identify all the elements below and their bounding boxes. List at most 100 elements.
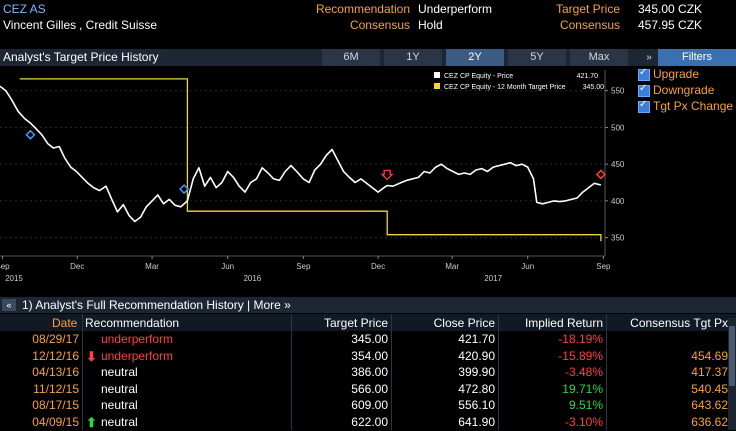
- upgrade-marker: [179, 184, 190, 195]
- row-date: 04/13/16: [32, 365, 79, 379]
- row-date: 04/09/15: [32, 414, 79, 429]
- tab-max[interactable]: Max: [570, 49, 628, 66]
- chart-markers: [25, 129, 606, 195]
- row-implied-return: -18.19%: [558, 332, 603, 346]
- tab-1y[interactable]: 1Y: [384, 49, 442, 66]
- x-year-label: 2016: [243, 274, 261, 283]
- table-scrollbar[interactable]: [728, 318, 736, 430]
- row-recommendation: neutral: [101, 365, 138, 379]
- x-tick-label: Jun: [521, 262, 534, 271]
- col-consensus-tgt[interactable]: Consensus Tgt Px: [630, 316, 728, 330]
- expand-chevron-icon[interactable]: »: [646, 52, 652, 63]
- row-close-price: 421.70: [458, 332, 495, 346]
- table-row[interactable]: 11/12/15 neutral 566.00 472.80 19.71% 540.45: [0, 381, 736, 398]
- row-recommendation: underperform: [101, 332, 174, 346]
- y-tick-label: 500: [611, 123, 625, 132]
- column-divider: [606, 314, 607, 430]
- col-target-price[interactable]: Target Price: [323, 316, 388, 330]
- target-price-value: 345.00 CZK: [638, 2, 703, 16]
- table-row[interactable]: 08/17/15 neutral 609.00 556.10 9.51% 643.62: [0, 397, 736, 414]
- arrow-down-icon: ⬇: [86, 348, 97, 364]
- row-target-price: 566.00: [351, 381, 388, 396]
- row-recommendation: underperform: [101, 348, 174, 363]
- x-tick-label: Sep: [296, 262, 311, 271]
- legend-last-target: 345.00: [583, 84, 605, 91]
- tab-6m[interactable]: 6M: [322, 49, 380, 66]
- row-date: 08/29/17: [32, 332, 79, 346]
- target-price-line: [19, 78, 602, 242]
- row-implied-return: -3.48%: [564, 365, 603, 379]
- row-recommendation: neutral: [101, 414, 138, 429]
- analyst-name: Vincent Gilles: [3, 18, 77, 32]
- target-change-checkbox[interactable]: [638, 99, 650, 113]
- scrollbar-thumb[interactable]: [729, 326, 735, 386]
- row-date: 12/12/16: [32, 348, 79, 363]
- target-price-label: Target Price: [555, 2, 620, 16]
- x-tick-label: Sep: [596, 262, 611, 271]
- chart-grid: [0, 90, 605, 239]
- chart-title-bar: Analyst's Target Price History 6M 1Y 2Y …: [0, 49, 736, 66]
- header: CEZ AS Vincent Gilles , Credit Suisse Re…: [0, 0, 736, 36]
- col-close-price[interactable]: Close Price: [433, 316, 495, 330]
- table-row[interactable]: 12/12/16 ⬇ underperform 354.00 420.90 -15.89%…: [0, 348, 736, 365]
- downgrade-label: Downgrade: [653, 83, 715, 97]
- x-axis: Sep Dec Mar Jun Sep Dec Mar Jun Sep 2015 2016 2017: [0, 255, 611, 283]
- row-date: 08/17/15: [32, 398, 79, 412]
- x-tick-label: Dec: [371, 262, 385, 271]
- y-tick-label: 350: [611, 234, 625, 243]
- consensus-value: Hold: [418, 18, 443, 32]
- table-row[interactable]: 08/29/17 underperform 345.00 421.70 -18.19%: [0, 331, 736, 348]
- row-close-price: 472.80: [458, 381, 495, 396]
- row-target-price: 345.00: [351, 332, 388, 346]
- chart-title: Analyst's Target Price History: [3, 50, 159, 64]
- target-change-label: Tgt Px Change: [653, 99, 734, 113]
- filters-button[interactable]: Filters: [658, 49, 736, 66]
- row-consensus: 636.62: [691, 414, 728, 429]
- collapse-chevron-icon[interactable]: «: [2, 299, 16, 311]
- row-consensus: 643.62: [691, 398, 728, 412]
- col-implied-return[interactable]: Implied Return: [524, 316, 603, 330]
- column-divider: [498, 314, 499, 430]
- row-close-price: 556.10: [458, 398, 495, 412]
- tab-5y[interactable]: 5Y: [508, 49, 566, 66]
- recommendation-history-bar: « 1) Analyst's Full Recommendation Histo…: [0, 297, 736, 313]
- column-divider: [291, 314, 292, 430]
- upgrade-checkbox[interactable]: [638, 67, 650, 81]
- recommendation-value: Underperform: [418, 2, 493, 16]
- x-tick-label: Mar: [445, 262, 459, 271]
- row-consensus: 417.37: [691, 365, 728, 379]
- legend-label-target: CEZ CP Equity - 12 Month Target Price: [444, 84, 566, 91]
- table-row[interactable]: 04/09/15 ⬆ neutral 622.00 641.90 -3.10% 636.62: [0, 414, 736, 431]
- consensus-label: Consensus: [349, 18, 410, 32]
- downgrade-checkbox[interactable]: [638, 83, 650, 97]
- y-axis: 350 400 450 500 550: [604, 70, 625, 256]
- row-close-price: 399.90: [458, 365, 495, 379]
- recommendation-label: Recommendation: [315, 2, 410, 16]
- legend-swatch-price: [434, 72, 440, 78]
- broker-name: , Credit Suisse: [79, 18, 158, 32]
- y-tick-label: 400: [611, 197, 625, 206]
- legend-last-price: 421.70: [577, 73, 599, 80]
- row-close-price: 420.90: [458, 348, 495, 363]
- col-recommendation[interactable]: Recommendation: [85, 316, 180, 330]
- consensus-price-value: 457.95 CZK: [638, 18, 703, 32]
- x-tick-label: Jun: [221, 262, 234, 271]
- legend-swatch-target: [434, 83, 440, 89]
- row-target-price: 609.00: [351, 398, 388, 412]
- chart-legend: CEZ CP Equity - Price 421.70 CEZ CP Equi…: [434, 72, 604, 91]
- downgrade-marker: [380, 169, 394, 181]
- col-date[interactable]: Date: [52, 316, 78, 330]
- row-implied-return: -3.10%: [564, 414, 603, 429]
- row-target-price: 622.00: [351, 414, 388, 429]
- recommendation-history-title[interactable]: 1) Analyst's Full Recommendation History…: [22, 298, 291, 312]
- row-consensus: 454.69: [691, 348, 728, 363]
- ticker[interactable]: CEZ AS: [3, 2, 46, 16]
- x-tick-label: Mar: [145, 262, 159, 271]
- table-row[interactable]: 04/13/16 neutral 386.00 399.90 -3.48% 417.37: [0, 364, 736, 381]
- x-tick-label: Sep: [0, 262, 10, 271]
- row-date: 11/12/15: [33, 381, 79, 396]
- price-line: [0, 85, 602, 223]
- upgrade-marker: [25, 129, 36, 140]
- tab-2y[interactable]: 2Y: [446, 49, 504, 66]
- column-divider: [391, 314, 392, 430]
